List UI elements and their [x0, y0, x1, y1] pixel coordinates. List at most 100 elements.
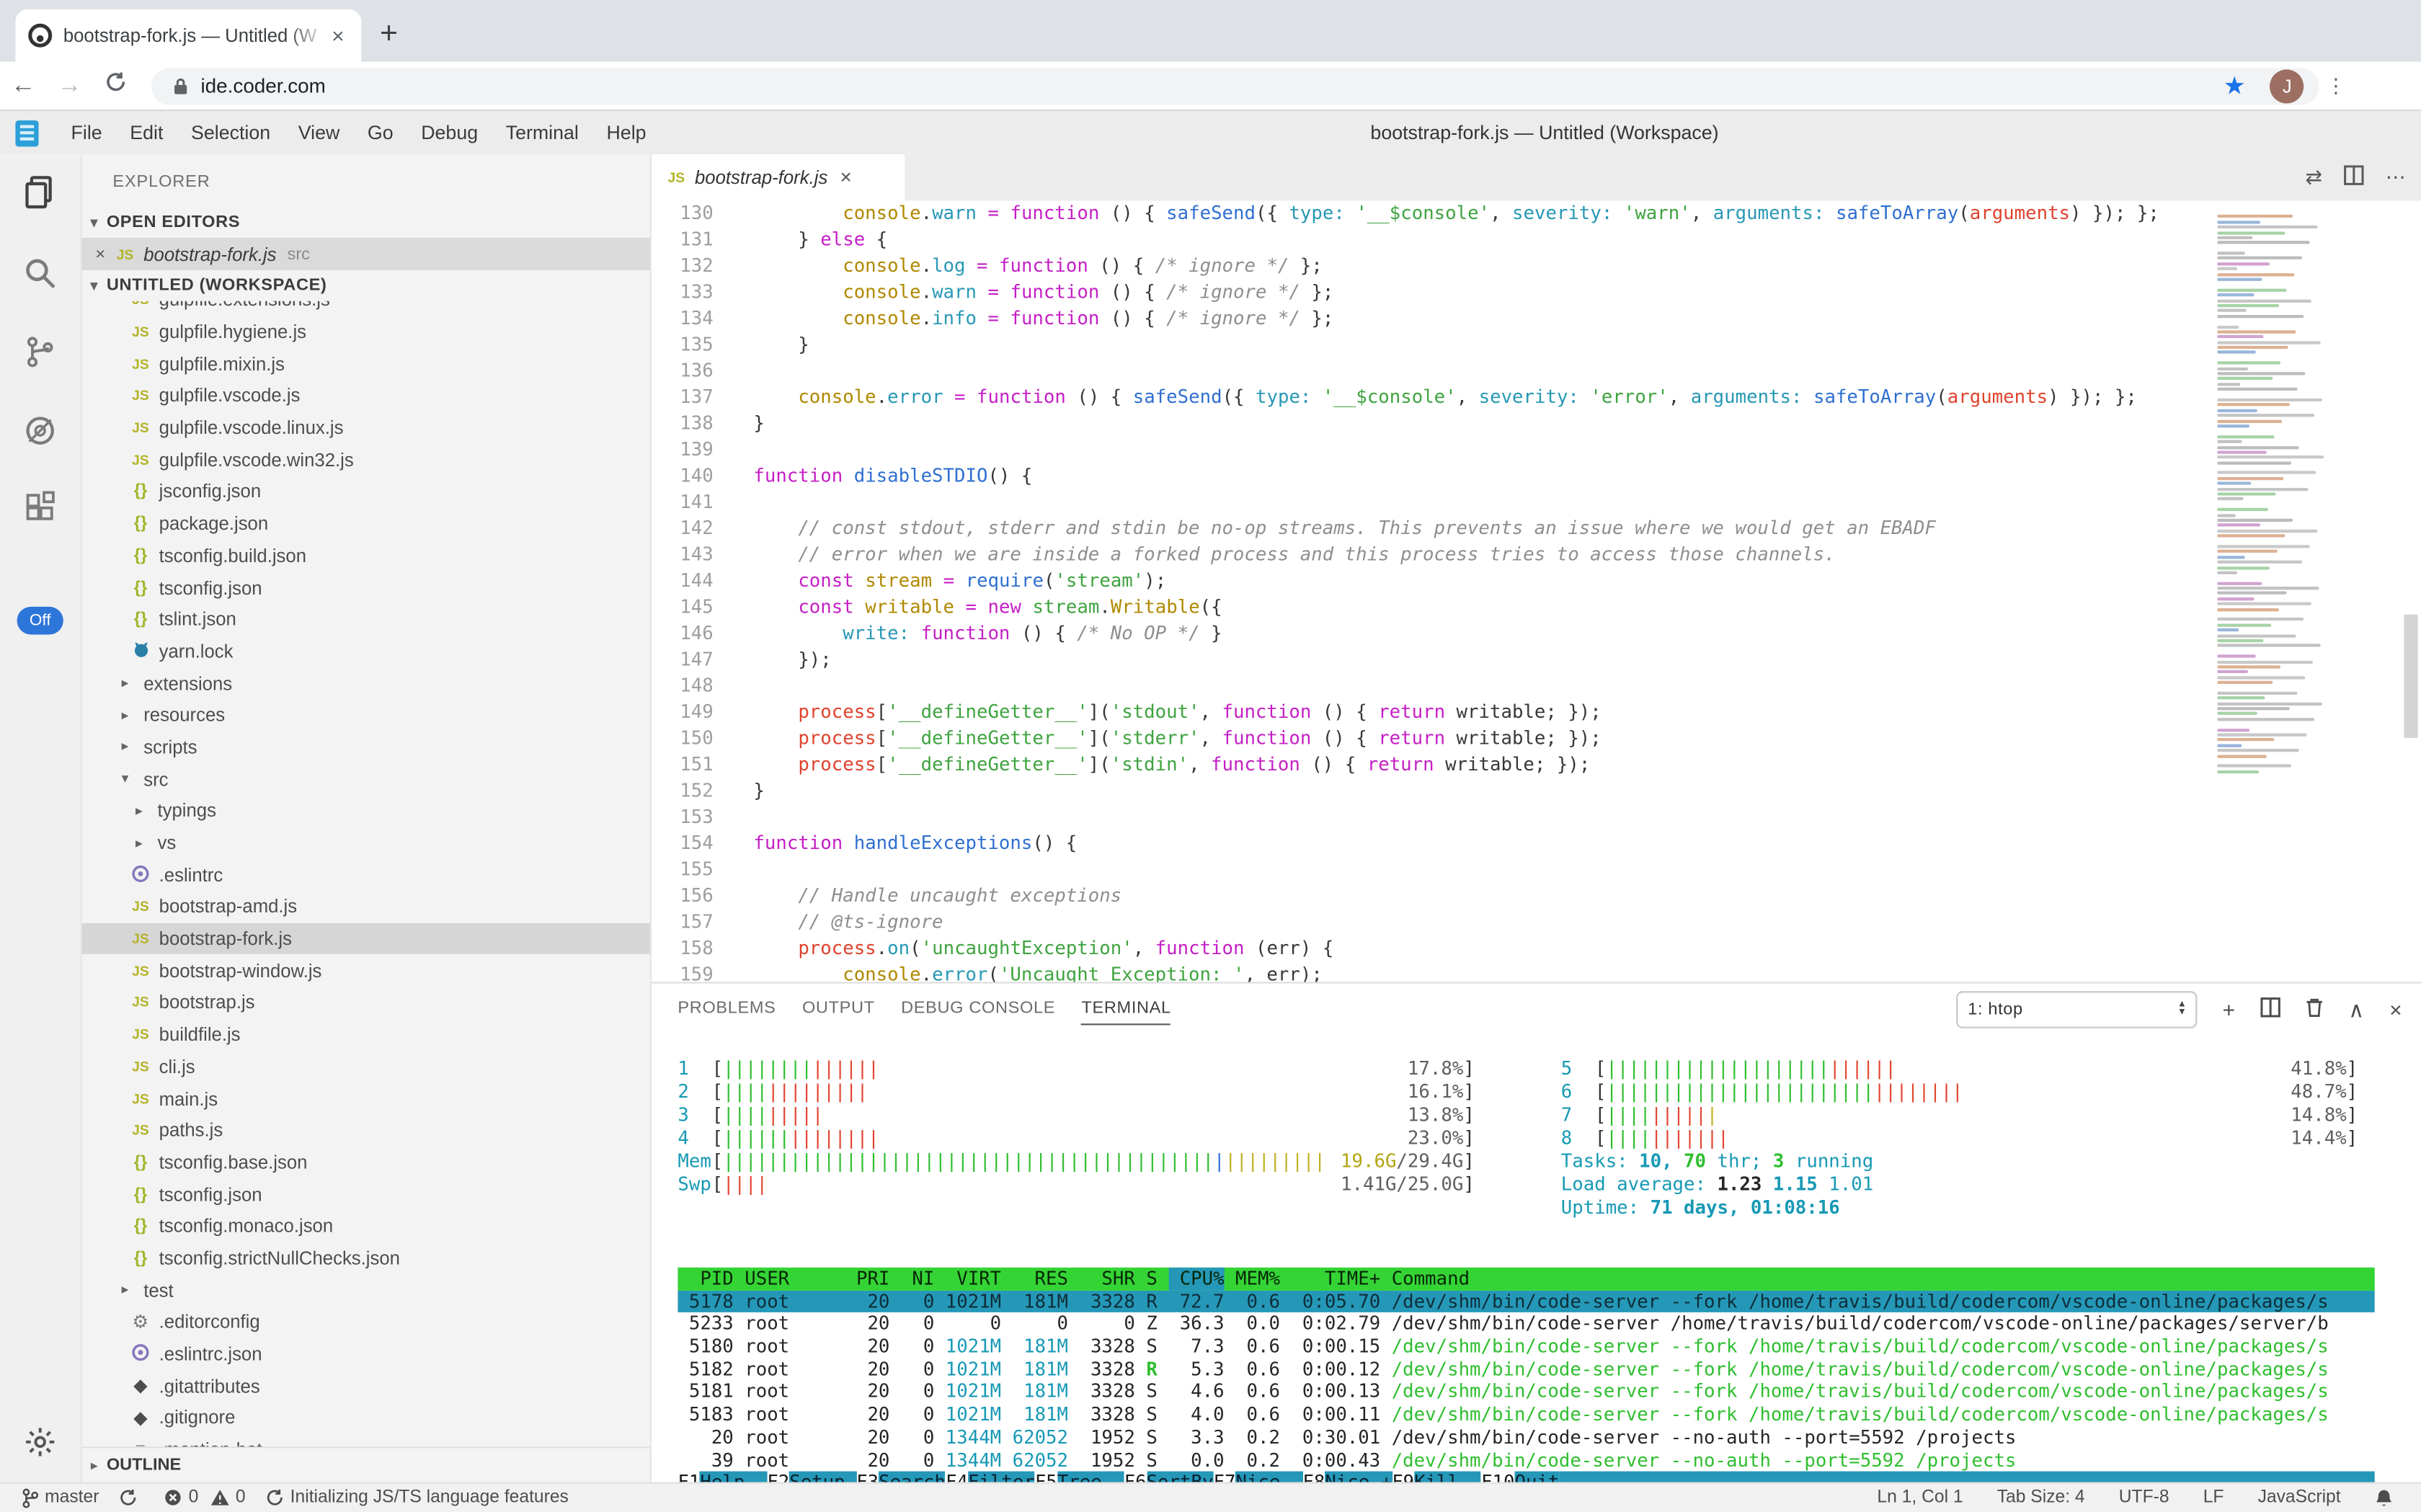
- fkey-f7[interactable]: F7Nice -: [1213, 1471, 1303, 1482]
- cursor-position[interactable]: Ln 1, Col 1: [1877, 1488, 1963, 1508]
- close-icon[interactable]: ×: [95, 244, 106, 264]
- explorer-icon[interactable]: [22, 173, 58, 221]
- terminal-select[interactable]: 1: htop ▲ ▼: [1957, 991, 2198, 1028]
- bookmark-star-icon[interactable]: ★: [2223, 73, 2246, 100]
- tree-item-buildfile.js[interactable]: JS buildfile.js: [82, 1018, 650, 1050]
- tree-item-.eslintrc.json[interactable]: .eslintrc.json: [82, 1338, 650, 1370]
- tree-item-yarn.lock[interactable]: yarn.lock: [82, 636, 650, 667]
- source-control-icon[interactable]: [22, 334, 58, 378]
- browser-menu-icon[interactable]: ⋮: [2325, 73, 2346, 97]
- tree-item-.mention-bot[interactable]: ≡.mention-bot: [82, 1434, 650, 1447]
- workspace-section[interactable]: ▾ UNTITLED (WORKSPACE): [82, 270, 650, 301]
- eol[interactable]: LF: [2203, 1488, 2224, 1508]
- search-icon[interactable]: [22, 254, 58, 299]
- tree-item-.gitignore[interactable]: ◆ .gitignore: [82, 1402, 650, 1433]
- tree-item-tsconfig.strictNullChecks.json[interactable]: {} tsconfig.strictNullChecks.json: [82, 1242, 650, 1274]
- tab-size[interactable]: Tab Size: 4: [1996, 1488, 2085, 1508]
- fkey-f2[interactable]: F2Setup: [767, 1471, 857, 1482]
- tree-item-package.json[interactable]: {} package.json: [82, 507, 650, 539]
- tree-item-tslint.json[interactable]: {} tslint.json: [82, 603, 650, 635]
- menu-item-debug[interactable]: Debug: [421, 122, 479, 144]
- tree-item-tsconfig.json[interactable]: {} tsconfig.json: [82, 572, 650, 603]
- editor-tab[interactable]: JS bootstrap-fork.js ×: [652, 154, 905, 201]
- debug-icon[interactable]: [22, 412, 58, 457]
- tree-item-.gitattributes[interactable]: ◆ .gitattributes: [82, 1370, 650, 1402]
- forward-icon[interactable]: →: [57, 71, 82, 99]
- tree-item-test[interactable]: ▸ test: [82, 1274, 650, 1306]
- menu-item-view[interactable]: View: [298, 122, 340, 144]
- menu-item-selection[interactable]: Selection: [190, 122, 271, 144]
- open-editor-item[interactable]: × JS bootstrap-fork.js src: [81, 237, 650, 270]
- fkey-f10[interactable]: F10Quit: [1481, 1471, 1560, 1482]
- avatar[interactable]: J: [2270, 68, 2304, 103]
- tree-item-tsconfig.json[interactable]: {} tsconfig.json: [82, 1178, 650, 1210]
- url-bar[interactable]: ide.coder.com: [151, 67, 2319, 104]
- tree-item-bootstrap-window.js[interactable]: JS bootstrap-window.js: [82, 955, 650, 987]
- tree-item-jsconfig.json[interactable]: {} jsconfig.json: [82, 476, 650, 507]
- tree-item-gulpfile.hygiene.js[interactable]: JS gulpfile.hygiene.js: [82, 316, 650, 347]
- fkey-f5[interactable]: F5Tree: [1034, 1471, 1124, 1482]
- outline-section[interactable]: ▸ OUTLINE: [81, 1446, 650, 1482]
- git-branch-item[interactable]: master: [22, 1487, 99, 1508]
- compare-icon[interactable]: ⇄: [2305, 165, 2322, 189]
- panel-tab-output[interactable]: OUTPUT: [801, 999, 875, 1018]
- tree-item-gulpfile.vscode.js[interactable]: JS gulpfile.vscode.js: [82, 380, 650, 412]
- app-logo-icon[interactable]: [15, 120, 39, 146]
- tree-item-vs[interactable]: ▸ vs: [82, 827, 650, 859]
- reload-icon[interactable]: [93, 71, 139, 101]
- settings-gear-icon[interactable]: [0, 1425, 80, 1467]
- tree-item-tsconfig.build.json[interactable]: {} tsconfig.build.json: [82, 540, 650, 572]
- browser-tab[interactable]: bootstrap-fork.js — Untitled (W ×: [15, 9, 362, 62]
- back-icon[interactable]: ←: [10, 71, 36, 99]
- panel-tab-problems[interactable]: PROBLEMS: [678, 999, 776, 1018]
- fkey-f9[interactable]: F9Kill: [1392, 1471, 1482, 1482]
- tree-item-gulpfile.mixin.js[interactable]: JS gulpfile.mixin.js: [82, 348, 650, 380]
- fkey-f4[interactable]: F4Filter: [945, 1471, 1035, 1482]
- tree-item-resources[interactable]: ▸ resources: [82, 699, 650, 731]
- fkey-f6[interactable]: F6SortBy: [1124, 1471, 1214, 1482]
- tree-item-tsconfig.monaco.json[interactable]: {} tsconfig.monaco.json: [82, 1210, 650, 1242]
- tree-item-.editorconfig[interactable]: ⚙ .editorconfig: [82, 1306, 650, 1338]
- language-status-item[interactable]: Initializing JS/TS language features: [265, 1489, 569, 1507]
- close-panel-icon[interactable]: ×: [2389, 997, 2403, 1023]
- menu-item-help[interactable]: Help: [606, 122, 647, 144]
- notifications-bell-icon[interactable]: [2375, 1488, 2399, 1508]
- panel-tab-debug-console[interactable]: DEBUG CONSOLE: [901, 999, 1056, 1018]
- minimap[interactable]: [2217, 210, 2335, 775]
- tree-item-cli.js[interactable]: JS cli.js: [82, 1051, 650, 1082]
- extensions-icon[interactable]: [22, 491, 58, 535]
- tree-item-bootstrap-amd.js[interactable]: JS bootstrap-amd.js: [82, 891, 650, 922]
- new-tab-button[interactable]: +: [379, 17, 399, 51]
- panel-tab-terminal[interactable]: TERMINAL: [1081, 999, 1171, 1026]
- tree-item-typings[interactable]: ▸ typings: [82, 795, 650, 827]
- maximize-panel-icon[interactable]: ∧: [2348, 996, 2365, 1022]
- offline-toggle-badge[interactable]: Off: [17, 606, 63, 635]
- tree-item-gulpfile.vscode.win32.js[interactable]: JS gulpfile.vscode.win32.js: [82, 444, 650, 476]
- language-mode[interactable]: JavaScript: [2257, 1488, 2341, 1508]
- menu-item-file[interactable]: File: [71, 122, 102, 144]
- code-editor[interactable]: 130 console.warn = function () { safeSen…: [652, 200, 2421, 982]
- menu-item-terminal[interactable]: Terminal: [505, 122, 579, 144]
- tree-item-src[interactable]: ▾ src: [82, 763, 650, 795]
- tree-item-gulpfile.vscode.linux.js[interactable]: JS gulpfile.vscode.linux.js: [82, 412, 650, 443]
- tree-item-bootstrap.js[interactable]: JS bootstrap.js: [82, 987, 650, 1018]
- tree-item-paths.js[interactable]: JS paths.js: [82, 1114, 650, 1146]
- split-terminal-icon[interactable]: [2260, 997, 2280, 1022]
- encoding[interactable]: UTF-8: [2118, 1488, 2169, 1508]
- fkey-f1[interactable]: F1Help: [678, 1471, 768, 1482]
- tree-item-tsconfig.base.json[interactable]: {} tsconfig.base.json: [82, 1147, 650, 1178]
- problems-item[interactable]: 0 0: [164, 1489, 246, 1507]
- open-editors-section[interactable]: ▾ OPEN EDITORS: [82, 207, 650, 238]
- editor-scrollbar[interactable]: [2404, 614, 2418, 738]
- tree-item-extensions[interactable]: ▸ extensions: [82, 667, 650, 699]
- fkey-f8[interactable]: F8Nice +: [1302, 1471, 1392, 1482]
- kill-terminal-icon[interactable]: [2305, 997, 2324, 1022]
- tree-item-main.js[interactable]: JS main.js: [82, 1082, 650, 1114]
- terminal[interactable]: 1[|||||||||||||| 17.8%] 2[||||||||||||| 16.…: [652, 1033, 2421, 1482]
- more-actions-icon[interactable]: ⋯: [2385, 165, 2406, 189]
- tree-item-.eslintrc[interactable]: .eslintrc: [82, 859, 650, 891]
- tree-item-scripts[interactable]: ▸ scripts: [82, 731, 650, 763]
- split-editor-icon[interactable]: [2344, 165, 2364, 190]
- fkey-f3[interactable]: F3Search: [856, 1471, 946, 1482]
